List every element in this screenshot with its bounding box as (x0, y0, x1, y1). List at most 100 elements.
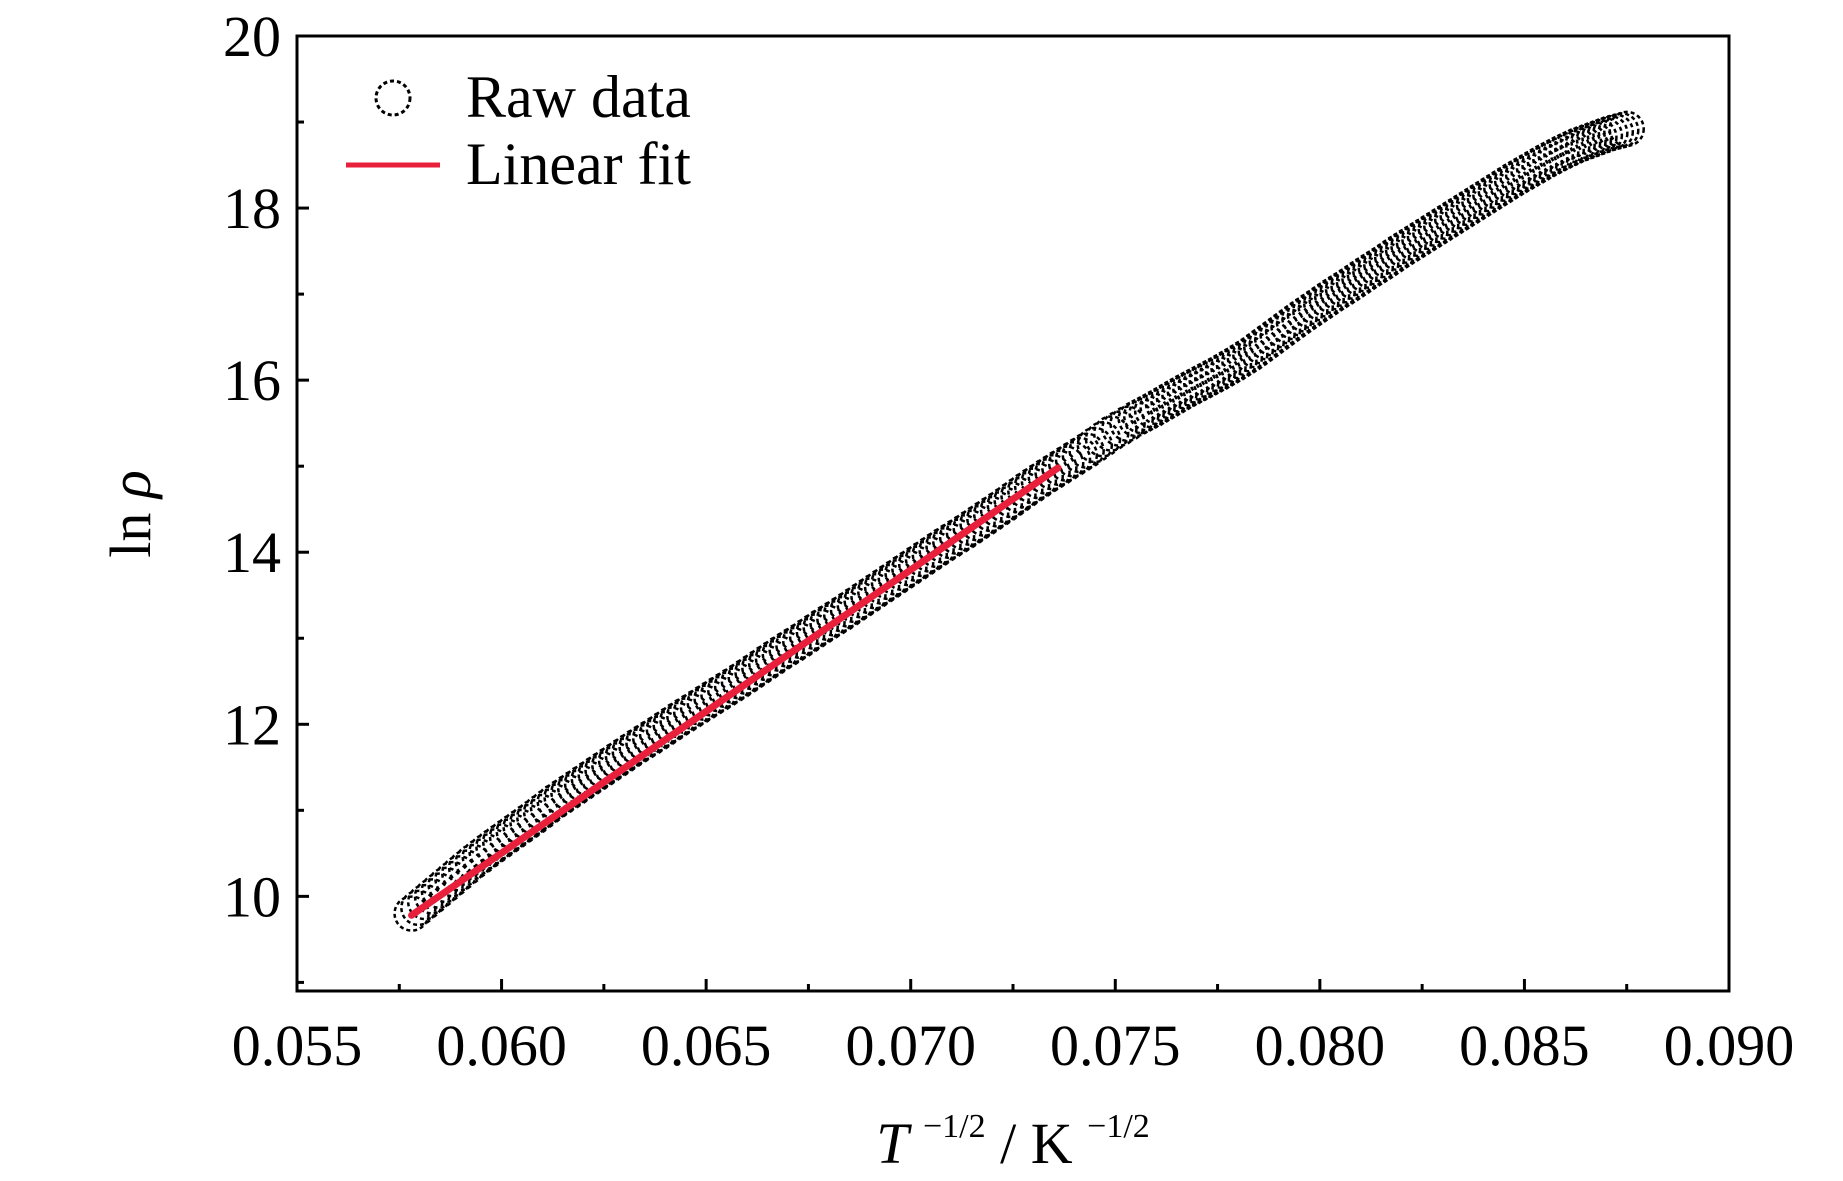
raw-data-point (850, 577, 887, 615)
raw-data-point (925, 527, 962, 564)
raw-data-point (993, 481, 1030, 519)
legend-label-linear-fit: Linear fit (466, 131, 691, 197)
x-axis: 0.055 0.060 0.065 0.070 0.075 0.080 0.085 0.090 (232, 979, 1795, 1078)
raw-data-point (822, 595, 860, 633)
x-tick-label: 0.085 (1459, 1013, 1590, 1078)
raw-data-point (1193, 358, 1231, 396)
raw-data-point (870, 563, 908, 601)
x-axis-label-slash: / (1000, 1111, 1017, 1176)
x-tick-label: 0.075 (1050, 1013, 1181, 1078)
y-tick-label: 16 (223, 348, 281, 413)
raw-data-point (747, 644, 785, 682)
raw-data-point (1101, 410, 1138, 447)
raw-data-point (734, 653, 771, 691)
raw-data-point (952, 509, 989, 547)
raw-data-point (754, 640, 792, 677)
raw-data-point (1204, 352, 1242, 390)
raw-data-point (809, 604, 846, 642)
raw-data-point (720, 663, 758, 700)
raw-data-point (1013, 467, 1051, 504)
raw-data-point (1054, 441, 1092, 478)
legend: Raw data Linear fit (346, 64, 691, 197)
raw-data-point (1133, 392, 1171, 429)
raw-data-point (781, 622, 819, 660)
raw-data-point (891, 550, 928, 587)
x-axis-label-unit: K (1031, 1111, 1073, 1176)
x-tick-label: 0.070 (845, 1013, 976, 1078)
raw-data-point (911, 536, 949, 573)
raw-data-point (843, 582, 880, 619)
legend-marker-raw-data (374, 79, 412, 117)
raw-data-point (1199, 355, 1236, 393)
x-axis-label: T −1/2 / K −1/2 (876, 1085, 1150, 1176)
raw-data-point (938, 518, 976, 555)
raw-data-point (836, 586, 874, 624)
y-axis-label: ln ρ (98, 470, 163, 557)
raw-data-point (1548, 132, 1585, 169)
raw-data-point (1034, 453, 1071, 491)
raw-data-point (1543, 134, 1580, 172)
raw-data-point (1150, 382, 1187, 420)
raw-data-point (904, 540, 942, 578)
raw-data-point (1061, 436, 1099, 474)
raw-data-point (1092, 415, 1130, 452)
raw-data-point (741, 649, 778, 686)
raw-data-point (1128, 394, 1165, 432)
x-tick-label: 0.060 (436, 1013, 567, 1078)
raw-data-point (1000, 476, 1037, 514)
raw-data-point (768, 631, 805, 668)
raw-data-point (1188, 361, 1225, 399)
raw-data-point (1553, 129, 1591, 167)
raw-data-point (918, 531, 955, 569)
raw-data-point (727, 658, 764, 695)
raw-data-series (393, 110, 1645, 932)
raw-data-point (1139, 388, 1176, 426)
raw-data-point (857, 572, 894, 610)
raw-data-point (829, 591, 867, 628)
linear-fit-series (408, 464, 1062, 919)
x-tick-label: 0.080 (1255, 1013, 1386, 1078)
x-axis-label-base-exp: −1/2 (923, 1108, 986, 1145)
raw-data-point (816, 600, 853, 637)
raw-data-point (972, 495, 1010, 533)
raw-data-point (945, 514, 983, 551)
raw-data-point (1608, 110, 1645, 148)
raw-data-point (897, 545, 935, 582)
y-axis: 10 12 14 16 18 20 (223, 4, 309, 984)
raw-data-point (1027, 458, 1064, 495)
x-axis-label-unit-exp: −1/2 (1087, 1108, 1150, 1145)
y-axis-label-prefix: ln (98, 513, 163, 558)
raw-data-point (1488, 165, 1525, 203)
raw-data-point (1047, 445, 1085, 482)
raw-data-point (877, 559, 914, 596)
raw-data-point (959, 505, 996, 542)
raw-data-point (788, 617, 826, 655)
x-axis-label-base: T (876, 1111, 912, 1176)
raw-data-point (761, 635, 799, 672)
raw-data-point (802, 608, 839, 646)
raw-data-point (1122, 397, 1160, 435)
raw-data-point (1510, 152, 1547, 190)
y-axis-label-symbol: ρ (98, 470, 163, 500)
raw-data-point (966, 500, 1003, 537)
x-tick-label: 0.065 (641, 1013, 772, 1078)
legend-label-raw-data: Raw data (466, 64, 691, 130)
linear-fit-line (408, 464, 1062, 919)
raw-data-point (1499, 159, 1536, 196)
raw-data-point (979, 491, 1017, 528)
raw-data-point (795, 613, 833, 650)
y-tick-label: 12 (223, 692, 281, 757)
raw-data-point (863, 568, 901, 605)
raw-data-point (1144, 385, 1182, 423)
raw-data-point (1504, 155, 1542, 193)
x-tick-label: 0.055 (232, 1013, 363, 1078)
y-tick-label: 18 (223, 176, 281, 241)
raw-data-point (986, 486, 1024, 524)
y-tick-label: 10 (223, 864, 281, 929)
x-tick-label: 0.090 (1664, 1013, 1795, 1078)
y-tick-label: 14 (223, 520, 281, 585)
raw-data-point (1020, 462, 1058, 500)
raw-data-point (1041, 449, 1078, 487)
raw-data-point (1007, 472, 1044, 509)
y-tick-label: 20 (223, 4, 281, 69)
